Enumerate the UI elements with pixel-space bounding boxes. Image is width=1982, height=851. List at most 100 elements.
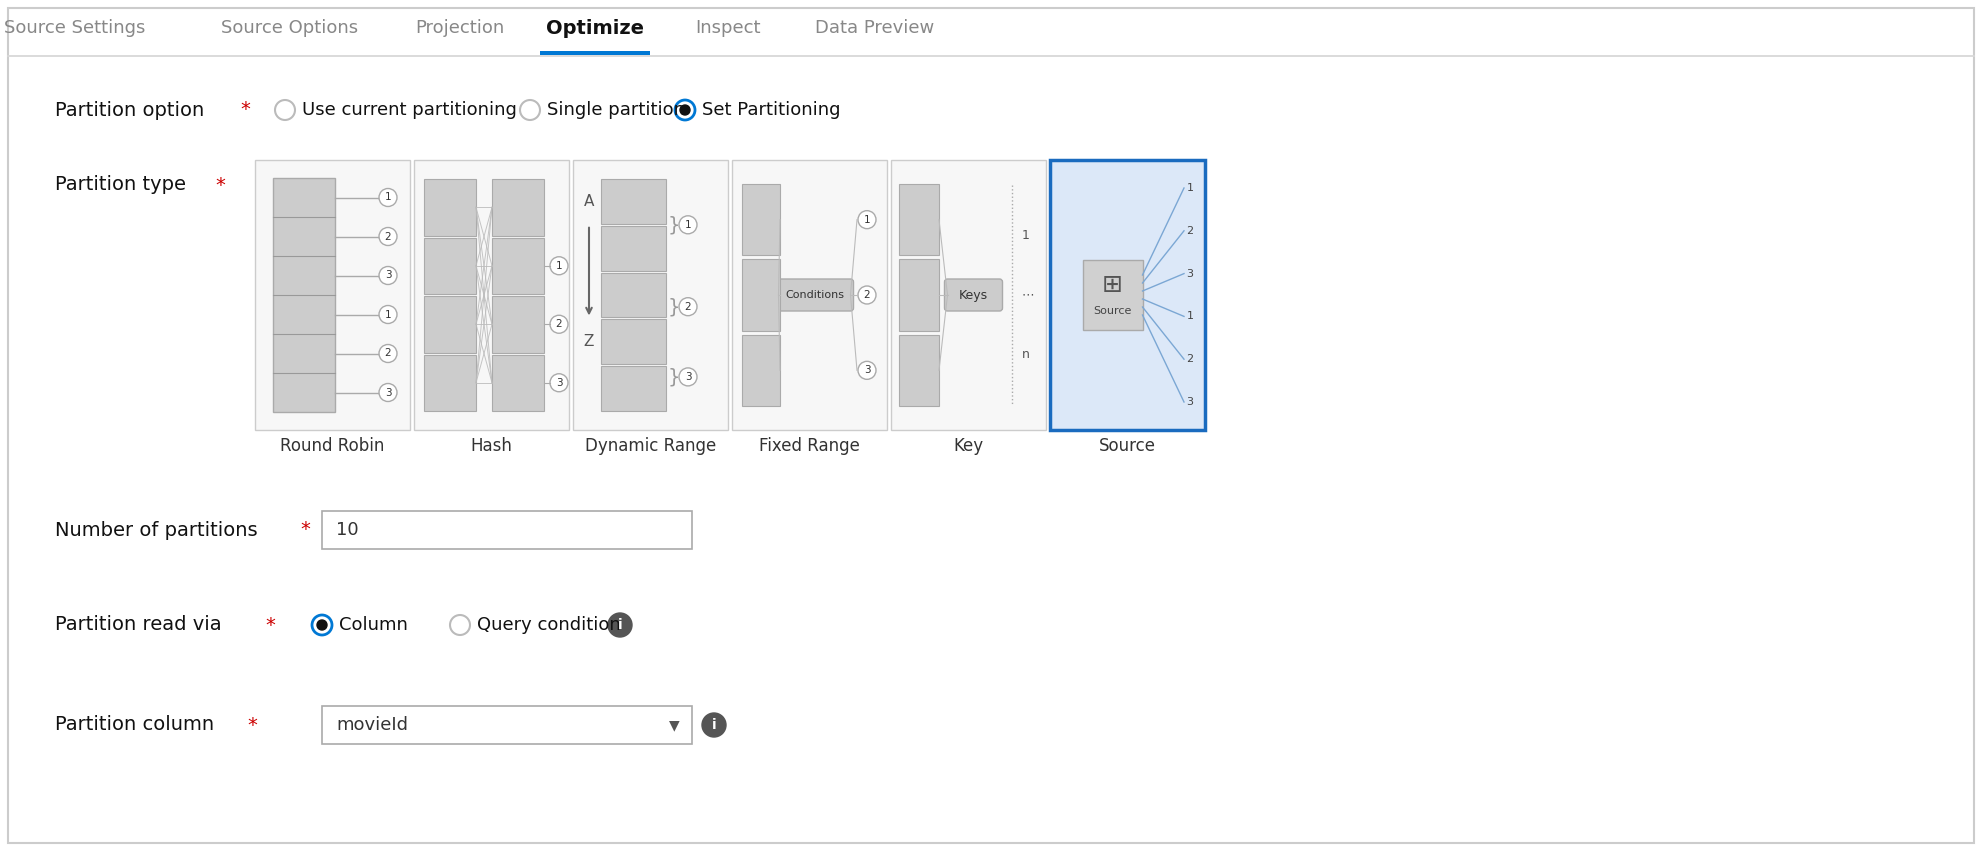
- Text: Source: Source: [1098, 437, 1156, 455]
- Text: Key: Key: [953, 437, 983, 455]
- Bar: [601, 366, 666, 411]
- Text: Keys: Keys: [959, 288, 989, 301]
- Text: 1: 1: [385, 192, 390, 203]
- Text: 3: 3: [385, 387, 390, 397]
- Bar: [1082, 260, 1142, 330]
- Circle shape: [608, 613, 632, 637]
- Text: Source Settings: Source Settings: [4, 19, 147, 37]
- Text: Query condition: Query condition: [478, 616, 620, 634]
- Circle shape: [379, 384, 396, 402]
- Text: 2: 2: [555, 319, 563, 329]
- Bar: [492, 237, 543, 294]
- Bar: [539, 51, 650, 55]
- Bar: [321, 706, 692, 744]
- Text: Partition read via: Partition read via: [55, 615, 222, 635]
- Circle shape: [858, 362, 876, 380]
- Text: Set Partitioning: Set Partitioning: [702, 101, 840, 119]
- Text: 3: 3: [385, 271, 390, 281]
- Bar: [601, 272, 666, 317]
- Text: *: *: [248, 716, 258, 734]
- Text: movieId: movieId: [337, 716, 408, 734]
- Text: 3: 3: [1187, 269, 1193, 278]
- Bar: [892, 160, 1046, 430]
- Bar: [321, 511, 692, 549]
- Circle shape: [680, 216, 698, 234]
- Text: ⊞: ⊞: [1102, 273, 1124, 297]
- Text: 1: 1: [684, 220, 692, 230]
- Text: Use current partitioning: Use current partitioning: [301, 101, 517, 119]
- Text: A: A: [585, 194, 595, 208]
- Bar: [900, 260, 939, 331]
- Text: ▼: ▼: [668, 718, 680, 732]
- Circle shape: [549, 315, 569, 334]
- Text: Optimize: Optimize: [545, 19, 644, 37]
- Text: i: i: [618, 618, 622, 632]
- Text: Fixed Range: Fixed Range: [759, 437, 860, 455]
- Text: *: *: [299, 521, 309, 540]
- Bar: [424, 179, 476, 236]
- Text: }: }: [668, 297, 680, 317]
- Text: 3: 3: [1187, 397, 1193, 407]
- Text: Partition type: Partition type: [55, 175, 186, 195]
- Text: 1: 1: [555, 260, 563, 271]
- Circle shape: [858, 286, 876, 304]
- Circle shape: [680, 368, 698, 386]
- Text: *: *: [240, 100, 250, 119]
- Text: 3: 3: [864, 365, 870, 375]
- Text: 2: 2: [385, 231, 390, 242]
- Text: *: *: [266, 615, 275, 635]
- Text: Number of partitions: Number of partitions: [55, 521, 258, 540]
- Text: Source Options: Source Options: [222, 19, 359, 37]
- Bar: [492, 355, 543, 411]
- Bar: [1050, 160, 1205, 430]
- Bar: [741, 260, 781, 331]
- Bar: [731, 160, 888, 430]
- Text: i: i: [712, 718, 716, 732]
- Bar: [573, 160, 727, 430]
- Text: Column: Column: [339, 616, 408, 634]
- Bar: [492, 179, 543, 236]
- Text: }: }: [668, 215, 680, 234]
- Text: ⋯: ⋯: [1021, 288, 1035, 301]
- Text: Source: Source: [1094, 306, 1132, 316]
- Bar: [492, 296, 543, 352]
- Circle shape: [680, 105, 690, 115]
- FancyBboxPatch shape: [945, 279, 1003, 311]
- Bar: [424, 296, 476, 352]
- Text: Round Robin: Round Robin: [279, 437, 385, 455]
- Text: 2: 2: [864, 290, 870, 300]
- Text: Dynamic Range: Dynamic Range: [585, 437, 716, 455]
- Bar: [424, 355, 476, 411]
- Bar: [601, 319, 666, 364]
- Bar: [601, 179, 666, 224]
- FancyBboxPatch shape: [775, 279, 854, 311]
- Text: 1: 1: [385, 310, 390, 319]
- Bar: [741, 334, 781, 406]
- Bar: [601, 226, 666, 271]
- Bar: [256, 160, 410, 430]
- Text: Z: Z: [585, 334, 595, 349]
- Text: 2: 2: [1187, 226, 1193, 236]
- Text: Single partition: Single partition: [547, 101, 686, 119]
- Circle shape: [379, 266, 396, 284]
- Circle shape: [680, 298, 698, 316]
- Text: 1: 1: [1021, 229, 1029, 242]
- Text: Partition column: Partition column: [55, 716, 214, 734]
- Text: Hash: Hash: [470, 437, 513, 455]
- Bar: [414, 160, 569, 430]
- Circle shape: [702, 713, 725, 737]
- Text: Inspect: Inspect: [696, 19, 761, 37]
- Bar: [900, 184, 939, 255]
- Text: 2: 2: [684, 302, 692, 311]
- Bar: [900, 334, 939, 406]
- Text: Conditions: Conditions: [785, 290, 844, 300]
- Circle shape: [549, 374, 569, 391]
- Circle shape: [379, 227, 396, 245]
- Circle shape: [549, 257, 569, 275]
- Bar: [741, 184, 781, 255]
- Text: Projection: Projection: [416, 19, 505, 37]
- Text: *: *: [214, 175, 224, 195]
- Bar: [274, 178, 335, 412]
- Circle shape: [858, 211, 876, 229]
- Circle shape: [317, 620, 327, 630]
